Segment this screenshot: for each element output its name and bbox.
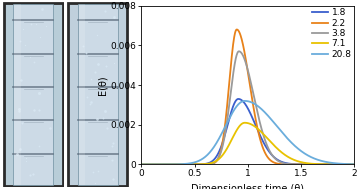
20.8 (243, 100, 247, 102)
20.8 (269, 118, 273, 120)
Bar (13, 4, 53, 185)
2.2 (275, 162, 280, 165)
20.8 (263, 112, 267, 114)
20.8 (152, 163, 156, 166)
Bar (78, 4, 117, 185)
7.1 (139, 163, 144, 166)
7.1 (301, 161, 305, 164)
20.8 (323, 161, 327, 163)
7.1 (152, 163, 156, 166)
3.8 (275, 159, 280, 162)
1.8 (323, 163, 327, 166)
Line: 3.8: 3.8 (141, 51, 354, 164)
2.2 (301, 163, 305, 166)
2.2 (323, 163, 327, 166)
1.8 (275, 159, 280, 161)
Bar (79, 4, 85, 185)
Y-axis label: E(θ): E(θ) (98, 75, 108, 95)
7.1 (243, 122, 247, 124)
1.8 (139, 163, 144, 166)
Line: 1.8: 1.8 (141, 99, 354, 164)
20.8 (139, 163, 144, 166)
3.8 (352, 163, 357, 166)
3.8 (152, 163, 156, 166)
1.8 (236, 98, 241, 100)
7.1 (323, 163, 327, 165)
1.8 (269, 153, 273, 155)
7.1 (263, 135, 267, 137)
7.1 (269, 141, 273, 143)
2.2 (152, 163, 156, 166)
20.8 (301, 151, 305, 154)
1.8 (352, 163, 357, 166)
Line: 7.1: 7.1 (141, 123, 354, 164)
1.8 (152, 163, 156, 166)
3.8 (269, 152, 273, 154)
Bar (14, 4, 21, 185)
1.8 (263, 145, 267, 147)
20.8 (352, 163, 357, 165)
3.8 (323, 163, 327, 166)
1.8 (301, 163, 305, 166)
2.2 (139, 163, 144, 166)
X-axis label: Dimensionless time (θ): Dimensionless time (θ) (192, 184, 304, 189)
3.8 (237, 50, 241, 53)
3.8 (301, 163, 305, 166)
2.2 (269, 160, 273, 162)
20.8 (275, 126, 280, 128)
7.1 (352, 163, 357, 166)
3.8 (139, 163, 144, 166)
7.1 (275, 148, 280, 150)
3.8 (263, 140, 267, 142)
2.2 (352, 163, 357, 166)
Line: 20.8: 20.8 (141, 101, 354, 164)
2.2 (263, 152, 267, 155)
Legend: 1.8, 2.2, 3.8, 7.1, 20.8: 1.8, 2.2, 3.8, 7.1, 20.8 (311, 8, 353, 60)
Line: 2.2: 2.2 (141, 29, 354, 164)
2.2 (235, 28, 239, 31)
